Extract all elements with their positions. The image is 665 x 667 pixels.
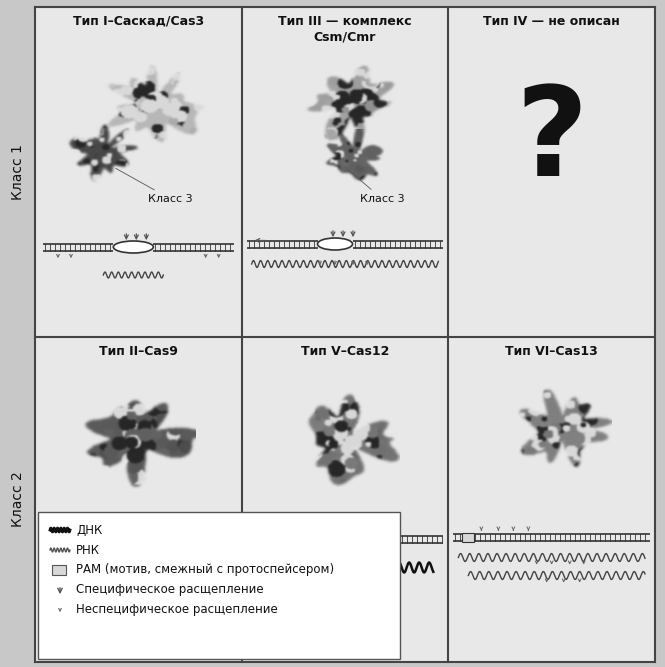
Bar bbox=[253, 535, 265, 544]
Text: Тип I–Cаскад/Cas3: Тип I–Cаскад/Cas3 bbox=[72, 15, 204, 28]
Text: РНК: РНК bbox=[76, 544, 100, 556]
Text: Тип IV — не описан: Тип IV — не описан bbox=[483, 15, 620, 28]
Text: Класс 3: Класс 3 bbox=[116, 168, 193, 204]
Ellipse shape bbox=[317, 238, 352, 250]
Bar bbox=[462, 533, 474, 542]
Text: ?: ? bbox=[515, 81, 588, 203]
Bar bbox=[164, 535, 176, 544]
Text: РАМ (мотив, смежный с протоспейсером): РАМ (мотив, смежный с протоспейсером) bbox=[76, 564, 334, 576]
Text: Неспецифическое расщепление: Неспецифическое расщепление bbox=[76, 604, 278, 616]
Text: Класс 1: Класс 1 bbox=[11, 144, 25, 200]
Text: ДНК: ДНК bbox=[76, 524, 102, 536]
Text: Класс 3: Класс 3 bbox=[347, 169, 404, 204]
Ellipse shape bbox=[113, 241, 154, 253]
Ellipse shape bbox=[330, 534, 370, 546]
Text: Тип III — комплекс
Csm/Cmr: Тип III — комплекс Csm/Cmr bbox=[278, 15, 412, 44]
Text: Класс 2: Класс 2 bbox=[11, 472, 25, 528]
Text: Тип II–Cas9: Тип II–Cas9 bbox=[99, 345, 178, 358]
Bar bbox=[52, 565, 66, 575]
Ellipse shape bbox=[124, 534, 162, 546]
Text: Тип V–Cas12: Тип V–Cas12 bbox=[301, 345, 389, 358]
Text: Тип VI–Cas13: Тип VI–Cas13 bbox=[505, 345, 598, 358]
Text: Специфическое расщепление: Специфическое расщепление bbox=[76, 584, 263, 596]
Bar bbox=[38, 512, 400, 659]
